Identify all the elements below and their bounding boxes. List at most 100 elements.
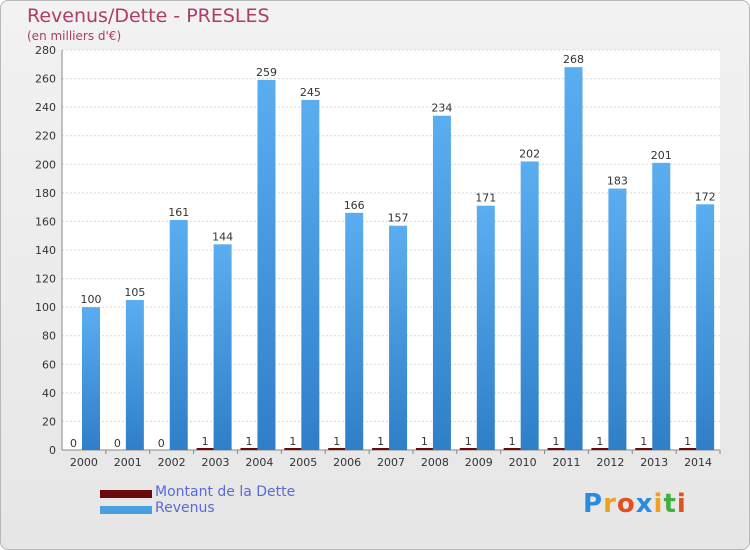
logo-letter: i bbox=[653, 489, 664, 519]
x-tick-label: 2001 bbox=[114, 456, 142, 469]
logo-letter: P bbox=[583, 489, 604, 519]
x-tick-label: 2007 bbox=[377, 456, 405, 469]
bar-revenue bbox=[696, 204, 715, 450]
bar-revenue bbox=[213, 244, 232, 450]
x-tick-label: 2002 bbox=[158, 456, 186, 469]
bar-revenue bbox=[476, 205, 495, 450]
proxiti-logo: Proxiti bbox=[583, 489, 687, 519]
y-tick-label: 100 bbox=[35, 301, 56, 314]
data-label-debt: 0 bbox=[70, 437, 77, 450]
data-label-debt: 1 bbox=[509, 435, 516, 448]
data-label-debt: 1 bbox=[289, 435, 296, 448]
y-tick-label: 180 bbox=[35, 187, 56, 200]
x-tick-label: 2000 bbox=[70, 456, 98, 469]
x-tick-label: 2006 bbox=[333, 456, 361, 469]
bar-debt bbox=[459, 448, 477, 450]
bar-revenue bbox=[169, 220, 188, 450]
bar-revenue bbox=[257, 80, 276, 450]
y-tick-label: 260 bbox=[35, 73, 56, 86]
x-tick-label: 2008 bbox=[421, 456, 449, 469]
y-tick-label: 280 bbox=[35, 44, 56, 57]
data-label-revenue: 259 bbox=[256, 66, 277, 79]
data-label-debt: 1 bbox=[640, 435, 647, 448]
data-label-debt: 1 bbox=[553, 435, 560, 448]
y-tick-label: 60 bbox=[42, 358, 56, 371]
bar-debt bbox=[503, 448, 521, 450]
y-tick-label: 160 bbox=[35, 215, 56, 228]
bar-revenue bbox=[432, 115, 451, 450]
bar-debt bbox=[284, 448, 302, 450]
y-tick-label: 140 bbox=[35, 244, 56, 257]
x-tick-label: 2005 bbox=[289, 456, 317, 469]
data-label-revenue: 172 bbox=[695, 190, 716, 203]
x-tick-label: 2003 bbox=[202, 456, 230, 469]
legend-label-revenue: Revenus bbox=[155, 500, 215, 516]
bar-debt bbox=[547, 448, 565, 450]
chart-subtitle: (en milliers d'€) bbox=[27, 29, 122, 43]
bar-debt bbox=[372, 448, 390, 450]
data-label-revenue: 161 bbox=[168, 206, 189, 219]
data-label-revenue: 202 bbox=[519, 147, 540, 160]
y-tick-label: 40 bbox=[42, 387, 56, 400]
logo-letter: o bbox=[616, 489, 636, 519]
data-label-revenue: 268 bbox=[563, 53, 584, 66]
data-label-revenue: 201 bbox=[651, 149, 672, 162]
bar-revenue bbox=[608, 188, 627, 451]
data-label-revenue: 183 bbox=[607, 175, 628, 188]
y-tick-label: 220 bbox=[35, 130, 56, 143]
bar-debt bbox=[196, 448, 214, 450]
x-tick-label: 2011 bbox=[552, 456, 580, 469]
y-tick-label: 120 bbox=[35, 273, 56, 286]
y-tick-label: 20 bbox=[42, 415, 56, 428]
data-label-debt: 1 bbox=[684, 435, 691, 448]
legend-swatch-debt bbox=[100, 490, 152, 498]
x-tick-label: 2012 bbox=[596, 456, 624, 469]
data-label-revenue: 100 bbox=[81, 293, 102, 306]
chart-title: Revenus/Dette - PRESLES bbox=[27, 5, 270, 27]
x-tick-label: 2013 bbox=[640, 456, 668, 469]
data-label-revenue: 171 bbox=[475, 192, 496, 205]
bar-revenue bbox=[345, 212, 364, 450]
bar-debt bbox=[679, 448, 697, 450]
y-tick-label: 200 bbox=[35, 158, 56, 171]
data-label-debt: 0 bbox=[158, 437, 165, 450]
data-label-revenue: 245 bbox=[300, 86, 321, 99]
data-label-debt: 1 bbox=[245, 435, 252, 448]
data-label-revenue: 105 bbox=[124, 286, 145, 299]
bar-debt bbox=[415, 448, 433, 450]
x-tick-label: 2010 bbox=[509, 456, 537, 469]
data-label-debt: 1 bbox=[333, 435, 340, 448]
y-tick-label: 240 bbox=[35, 101, 56, 114]
data-label-revenue: 157 bbox=[388, 212, 409, 225]
data-label-revenue: 144 bbox=[212, 230, 233, 243]
logo-letter: r bbox=[603, 489, 617, 519]
logo-letter: x bbox=[635, 489, 654, 519]
data-label-debt: 1 bbox=[421, 435, 428, 448]
data-label-debt: 1 bbox=[596, 435, 603, 448]
data-label-debt: 1 bbox=[465, 435, 472, 448]
x-tick-label: 2009 bbox=[465, 456, 493, 469]
bar-revenue bbox=[301, 100, 320, 450]
bar-revenue bbox=[652, 162, 671, 450]
data-label-revenue: 166 bbox=[344, 199, 365, 212]
bar-debt bbox=[328, 448, 346, 450]
data-label-debt: 1 bbox=[377, 435, 384, 448]
bar-debt bbox=[240, 448, 258, 450]
x-tick-label: 2014 bbox=[684, 456, 712, 469]
logo-letter: i bbox=[676, 489, 687, 519]
bar-debt bbox=[591, 448, 609, 450]
data-label-debt: 1 bbox=[202, 435, 209, 448]
x-tick-label: 2004 bbox=[245, 456, 273, 469]
bar-revenue bbox=[564, 67, 583, 451]
logo-letter: t bbox=[663, 489, 677, 519]
legend-label-debt: Montant de la Dette bbox=[155, 484, 296, 500]
bar-debt bbox=[635, 448, 653, 450]
legend-swatch-revenue bbox=[100, 506, 152, 514]
bar-revenue bbox=[125, 300, 144, 450]
data-label-revenue: 234 bbox=[431, 102, 452, 115]
bar-revenue bbox=[520, 161, 539, 450]
bar-revenue bbox=[389, 225, 408, 450]
data-label-debt: 0 bbox=[114, 437, 121, 450]
bar-revenue bbox=[82, 307, 100, 450]
